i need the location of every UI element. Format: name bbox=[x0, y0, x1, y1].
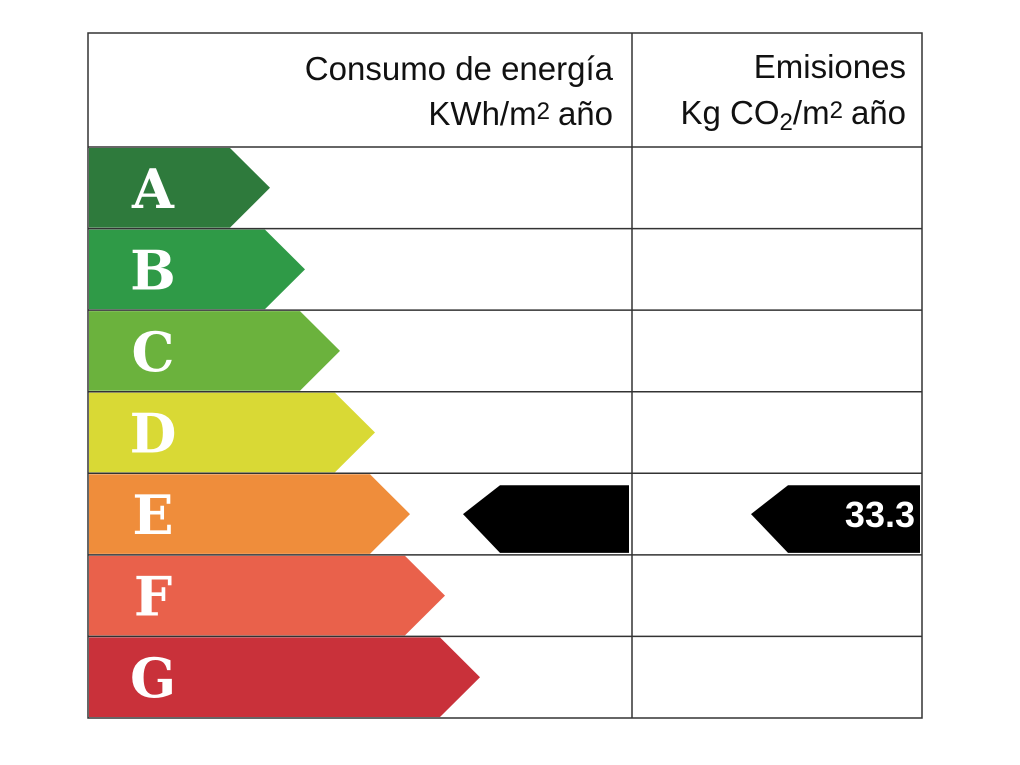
rating-arrow bbox=[89, 311, 340, 391]
rating-arrow bbox=[89, 637, 480, 717]
table-grid bbox=[87, 32, 923, 719]
emissions-value: 33.3 bbox=[845, 494, 915, 535]
rating-letter: G bbox=[130, 646, 176, 710]
consumption-indicator bbox=[463, 485, 629, 553]
rating-arrow bbox=[89, 229, 305, 310]
rating-letter: D bbox=[130, 402, 177, 466]
rating-arrow bbox=[89, 148, 270, 228]
rating-letter: B bbox=[130, 238, 176, 302]
rating-letter: E bbox=[132, 483, 173, 547]
rating-arrow bbox=[89, 474, 410, 554]
consumption-unit: KWh/m2 año bbox=[428, 95, 613, 132]
rating-letter: C bbox=[132, 320, 175, 384]
rating-arrow bbox=[89, 555, 445, 636]
consumption-title: Consumo de energía bbox=[305, 50, 614, 87]
emissions-title: Emisiones bbox=[754, 48, 906, 85]
rating-letter: F bbox=[134, 565, 172, 629]
emissions-indicator bbox=[751, 485, 920, 553]
emissions-unit: Kg CO2/m2 año bbox=[681, 94, 907, 136]
rating-letter: A bbox=[131, 157, 175, 221]
rating-arrow bbox=[89, 392, 375, 473]
